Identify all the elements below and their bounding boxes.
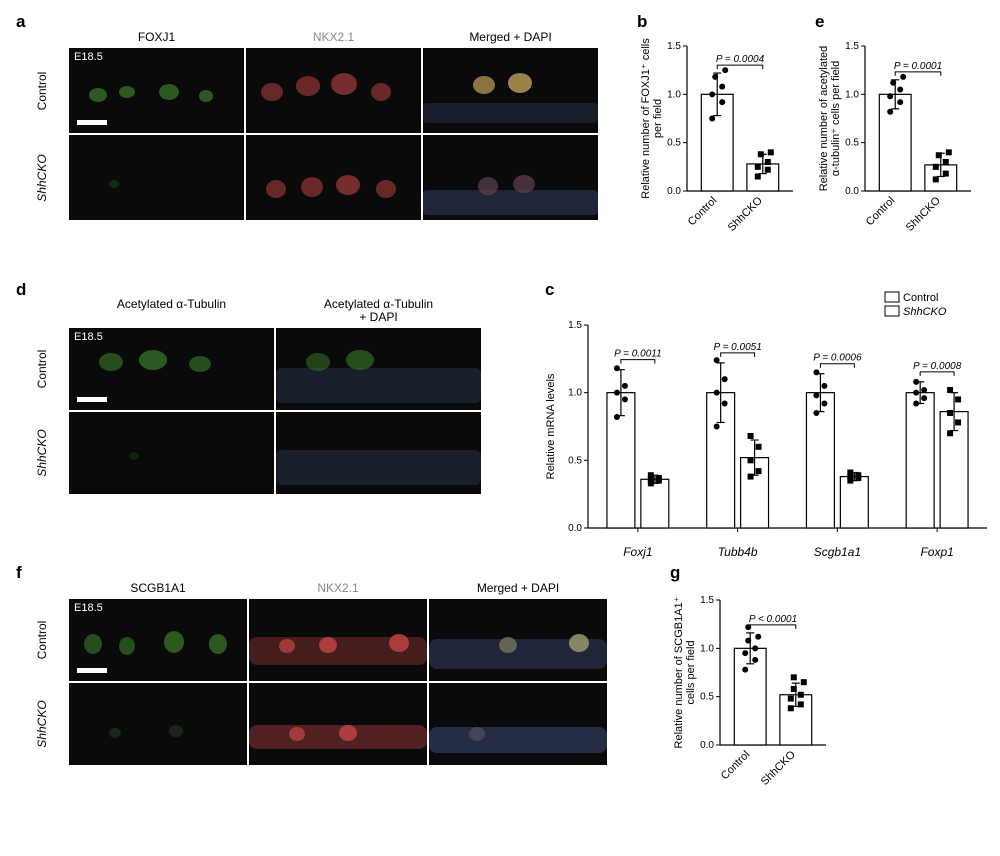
svg-text:Relative mRNA levels: Relative mRNA levels	[545, 373, 557, 479]
header-nkx21: NKX2.1	[245, 30, 422, 44]
img-a-cko-merged	[423, 135, 598, 220]
panel-d-micrographs: Acetylated α-Tubulin Acetylated α-Tubuli…	[16, 298, 482, 495]
label-d: d	[16, 280, 26, 300]
svg-text:1.5: 1.5	[700, 595, 714, 606]
svg-text:P = 0.0006: P = 0.0006	[813, 353, 862, 364]
scalebar	[77, 668, 107, 673]
img-a-ctrl-merged	[423, 48, 598, 133]
img-a-ctrl-nkx	[246, 48, 421, 133]
chart-g: 0.0 0.5 1.0 1.5 P < 0.0001 ControlShhCKO Relat…	[670, 578, 830, 803]
svg-text:Relative number of acetylated: Relative number of acetylated	[818, 46, 830, 192]
svg-text:0.5: 0.5	[700, 692, 714, 703]
scalebar	[77, 397, 107, 402]
rowlabel-shhcko-f: ShhCKO	[35, 698, 49, 750]
svg-text:Control: Control	[903, 292, 938, 304]
label-f: f	[16, 563, 22, 583]
svg-text:1.5: 1.5	[845, 41, 859, 52]
timestamp: E18.5	[74, 602, 103, 614]
svg-text:Control: Control	[864, 195, 898, 229]
svg-text:ShhCKO: ShhCKO	[903, 306, 947, 318]
svg-text:1.0: 1.0	[667, 89, 681, 100]
svg-text:1.5: 1.5	[568, 320, 582, 331]
chart-b: 0.0 0.5 1.0 1.5 P = 0.0004 ControlShhCKO Relat…	[637, 24, 797, 249]
rowlabel-shhcko: ShhCKO	[35, 152, 49, 204]
img-f-ctrl-nkx	[249, 599, 427, 681]
svg-text:P = 0.0004: P = 0.0004	[716, 54, 765, 65]
rowlabel-control-d: Control	[35, 343, 49, 395]
svg-text:ShhCKO: ShhCKO	[759, 748, 798, 787]
img-a-cko-nkx	[246, 135, 421, 220]
svg-text:P = 0.0051: P = 0.0051	[713, 342, 761, 353]
chart-c: 0.0 0.5 1.0 1.5 Control ShhCKO P = 0.0011 Foxj1…	[540, 290, 995, 570]
svg-text:P = 0.0001: P = 0.0001	[894, 61, 942, 72]
timestamp: E18.5	[74, 51, 103, 63]
img-f-ctrl-scgb: E18.5	[69, 599, 247, 681]
img-f-cko-nkx	[249, 683, 427, 765]
panel-f-row-control: Control E18.5	[16, 598, 608, 682]
timestamp: E18.5	[74, 331, 103, 343]
panel-a-row-control: Control E18.5	[16, 47, 599, 134]
header-atub-dapi: Acetylated α-Tubulin + DAPI	[275, 298, 482, 324]
svg-text:0.0: 0.0	[667, 186, 681, 197]
rowlabel-control-f: Control	[35, 614, 49, 666]
svg-text:0.5: 0.5	[667, 138, 681, 149]
header-atub: Acetylated α-Tubulin	[68, 298, 275, 324]
svg-text:P < 0.0001: P < 0.0001	[749, 614, 797, 625]
panel-a-headers: FOXJ1 NKX2.1 Merged + DAPI	[68, 30, 599, 44]
svg-text:0.0: 0.0	[700, 740, 714, 751]
header-nkx-f: NKX2.1	[248, 581, 428, 595]
img-d-cko-atub	[69, 412, 274, 494]
panel-a-micrographs: FOXJ1 NKX2.1 Merged + DAPI Control E18.5	[16, 30, 599, 221]
svg-text:Control: Control	[719, 749, 753, 783]
svg-text:1.5: 1.5	[667, 41, 681, 52]
panel-f-headers: SCGB1A1 NKX2.1 Merged + DAPI	[68, 581, 608, 595]
panel-d-row-control: Control E18.5	[16, 327, 482, 411]
img-d-ctrl-atub: E18.5	[69, 328, 274, 410]
img-f-ctrl-merged	[429, 599, 607, 681]
panel-f-row-cko: ShhCKO	[16, 682, 608, 766]
svg-text:ShhCKO: ShhCKO	[726, 194, 765, 233]
chart-e: 0.0 0.5 1.0 1.5 P = 0.0001 ControlShhCKO Relat…	[815, 24, 975, 249]
svg-text:1.0: 1.0	[568, 388, 582, 399]
svg-text:per field: per field	[652, 99, 664, 138]
label-a: a	[16, 12, 25, 32]
img-f-cko-merged	[429, 683, 607, 765]
svg-text:Scgb1a1: Scgb1a1	[814, 545, 861, 559]
svg-text:0.0: 0.0	[845, 186, 859, 197]
svg-text:1.0: 1.0	[700, 643, 714, 654]
figure-root: a FOXJ1 NKX2.1 Merged + DAPI Control E18…	[10, 10, 990, 846]
header-scgb: SCGB1A1	[68, 581, 248, 595]
svg-text:Foxj1: Foxj1	[623, 545, 652, 559]
header-merged: Merged + DAPI	[422, 30, 599, 44]
rowlabel-control: Control	[35, 65, 49, 117]
header-merged-f: Merged + DAPI	[428, 581, 608, 595]
svg-text:0.5: 0.5	[568, 455, 582, 466]
panel-d-headers: Acetylated α-Tubulin Acetylated α-Tubuli…	[68, 298, 482, 324]
svg-text:P = 0.0008: P = 0.0008	[913, 361, 962, 372]
svg-text:0.0: 0.0	[568, 523, 582, 534]
svg-text:Relative number of SCGB1A1⁺: Relative number of SCGB1A1⁺	[673, 596, 685, 748]
panel-a-row-cko: ShhCKO	[16, 134, 599, 221]
svg-text:cells per field: cells per field	[685, 640, 697, 704]
img-a-ctrl-foxj1: E18.5	[69, 48, 244, 133]
svg-text:Relative number of FOXJ1⁺ cell: Relative number of FOXJ1⁺ cells	[640, 38, 652, 199]
img-f-cko-scgb	[69, 683, 247, 765]
rowlabel-shhcko-d: ShhCKO	[35, 427, 49, 479]
img-a-cko-foxj1	[69, 135, 244, 220]
svg-text:α-tubulin⁺ cells per field: α-tubulin⁺ cells per field	[830, 61, 842, 177]
svg-text:Control: Control	[686, 195, 720, 229]
img-d-ctrl-atub-dapi	[276, 328, 481, 410]
scalebar	[77, 120, 107, 125]
svg-text:1.0: 1.0	[845, 89, 859, 100]
panel-d-row-cko: ShhCKO	[16, 411, 482, 495]
svg-text:Foxp1: Foxp1	[920, 545, 953, 559]
panel-f-micrographs: SCGB1A1 NKX2.1 Merged + DAPI Control E18…	[16, 581, 608, 766]
svg-text:ShhCKO: ShhCKO	[904, 194, 943, 233]
img-d-cko-atub-dapi	[276, 412, 481, 494]
header-foxj1: FOXJ1	[68, 30, 245, 44]
svg-text:Tubb4b: Tubb4b	[718, 545, 758, 559]
svg-text:0.5: 0.5	[845, 138, 859, 149]
svg-text:P = 0.0011: P = 0.0011	[614, 349, 662, 360]
